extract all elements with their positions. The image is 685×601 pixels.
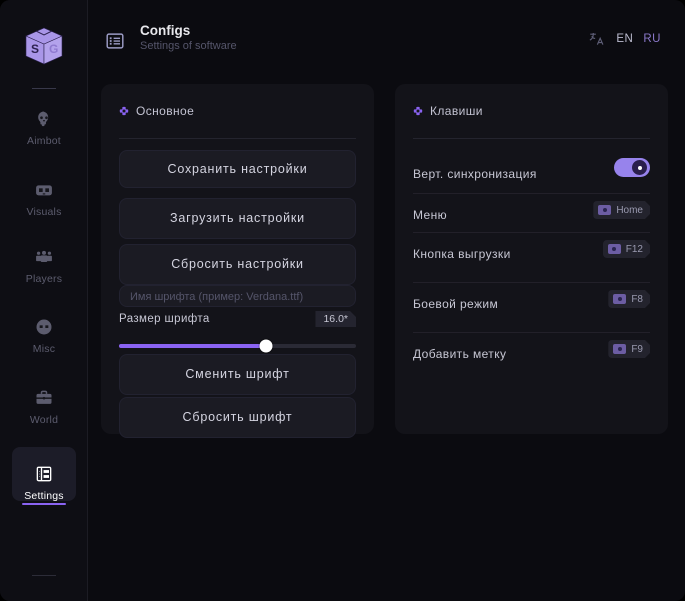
svg-text:S: S [31, 42, 39, 56]
svg-text:G: G [49, 42, 58, 56]
